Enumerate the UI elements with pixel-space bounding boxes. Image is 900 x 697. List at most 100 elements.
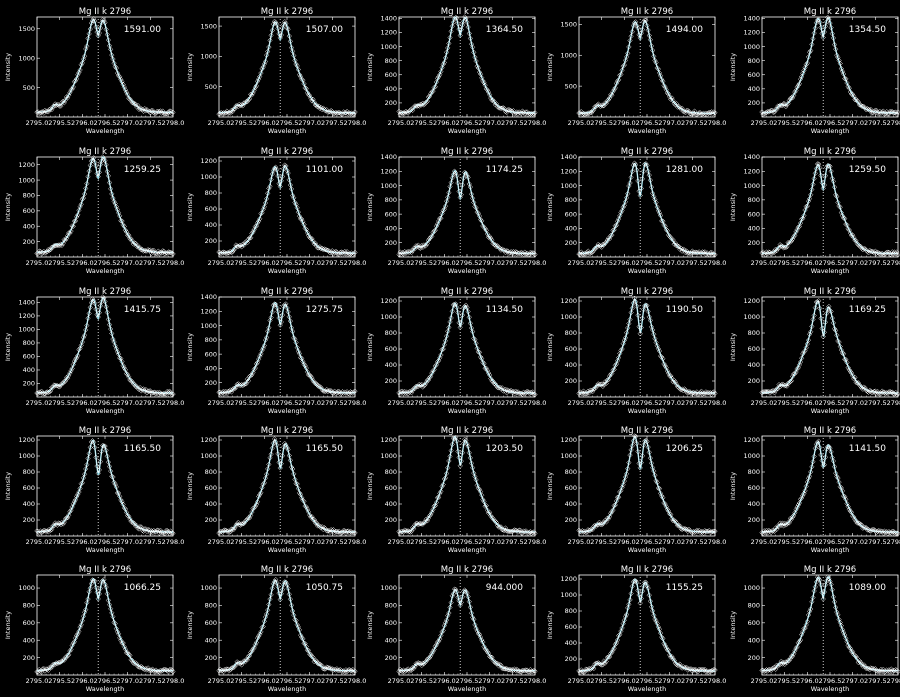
data-point (258, 70, 264, 76)
data-point (797, 76, 804, 82)
data-point (301, 498, 307, 504)
data-point (516, 250, 522, 256)
y-tick-label: 400 (23, 636, 35, 644)
data-point (663, 365, 669, 371)
data-point (235, 243, 241, 250)
y-tick-label: 600 (205, 484, 217, 492)
data-point (151, 389, 157, 396)
data-point (623, 54, 630, 60)
data-point (774, 386, 780, 392)
data-point (110, 336, 116, 342)
data-point (136, 106, 142, 113)
data-point (259, 210, 265, 216)
data-point (610, 507, 616, 513)
data-point (606, 236, 613, 242)
data-point (443, 470, 450, 477)
data-point (619, 67, 625, 73)
x-tick-label: 2798.0 (887, 677, 900, 685)
data-point (279, 586, 286, 593)
y-tick-label: 600 (565, 484, 577, 492)
data-point (848, 509, 855, 516)
data-point (292, 57, 298, 64)
data-point (466, 314, 472, 320)
data-point (793, 87, 799, 94)
data-point (657, 490, 664, 497)
data-point (216, 111, 222, 117)
data-point (830, 320, 837, 326)
data-point (115, 210, 122, 216)
data-point (68, 646, 74, 653)
data-point (703, 528, 709, 535)
data-point (470, 465, 476, 471)
data-point (831, 184, 838, 190)
x-tick-label: 2798.0 (344, 399, 367, 407)
data-point (77, 345, 83, 351)
data-point (75, 631, 81, 637)
data-point (835, 475, 841, 481)
data-point (516, 527, 522, 533)
data-point (86, 589, 92, 595)
data-point (300, 358, 306, 365)
data-point (889, 389, 895, 395)
data-point (530, 111, 536, 117)
data-point (870, 389, 876, 395)
data-point (246, 515, 253, 521)
data-point (426, 93, 433, 99)
data-point (268, 176, 274, 183)
data-point (326, 388, 332, 394)
data-point (276, 590, 282, 596)
data-point (809, 323, 815, 330)
data-point (626, 320, 632, 327)
data-point (64, 514, 71, 521)
x-tick-label: 2797.0 (298, 399, 321, 407)
y-tick-label: 1000 (200, 584, 217, 592)
x-tick-label: 2796.5 (276, 677, 299, 685)
data-point (805, 337, 812, 343)
data-point (441, 622, 447, 629)
data-point (441, 206, 447, 212)
data-point (458, 320, 464, 326)
data-point (650, 190, 656, 197)
data-point (506, 667, 512, 673)
x-tick-label: 2797.0 (658, 677, 681, 685)
data-point (151, 247, 157, 253)
x-tick-label: 2797.5 (681, 399, 704, 407)
data-point (633, 299, 639, 305)
data-point (687, 111, 693, 117)
data-point (819, 30, 825, 37)
data-point (148, 390, 155, 396)
data-point (808, 469, 814, 475)
data-point (415, 242, 421, 248)
data-point (619, 484, 625, 491)
data-point (34, 390, 40, 396)
data-point (219, 249, 226, 256)
data-point (111, 339, 117, 345)
data-point (456, 320, 462, 326)
data-point (229, 526, 236, 532)
data-point (74, 76, 80, 82)
x-tick-label: 2795.0 (388, 399, 411, 407)
x-tick-label: 2797.0 (298, 677, 321, 685)
data-point (163, 250, 169, 256)
data-point (118, 76, 124, 83)
data-point (170, 669, 176, 675)
data-point (430, 506, 436, 513)
data-point (843, 635, 849, 641)
data-point (578, 108, 584, 115)
y-tick-label: 800 (385, 196, 397, 204)
data-point (287, 596, 294, 602)
data-point (468, 325, 475, 331)
y-tick-label: 400 (23, 500, 35, 508)
data-point (139, 665, 146, 671)
data-point (47, 665, 54, 671)
data-point (83, 46, 89, 52)
x-tick-label: 2797.5 (321, 259, 344, 267)
data-point (871, 666, 877, 673)
data-point (446, 324, 452, 331)
data-point (670, 237, 676, 243)
y-tick-label: 200 (205, 379, 217, 387)
data-point (61, 237, 67, 243)
data-point (810, 316, 816, 323)
data-point (443, 617, 450, 623)
